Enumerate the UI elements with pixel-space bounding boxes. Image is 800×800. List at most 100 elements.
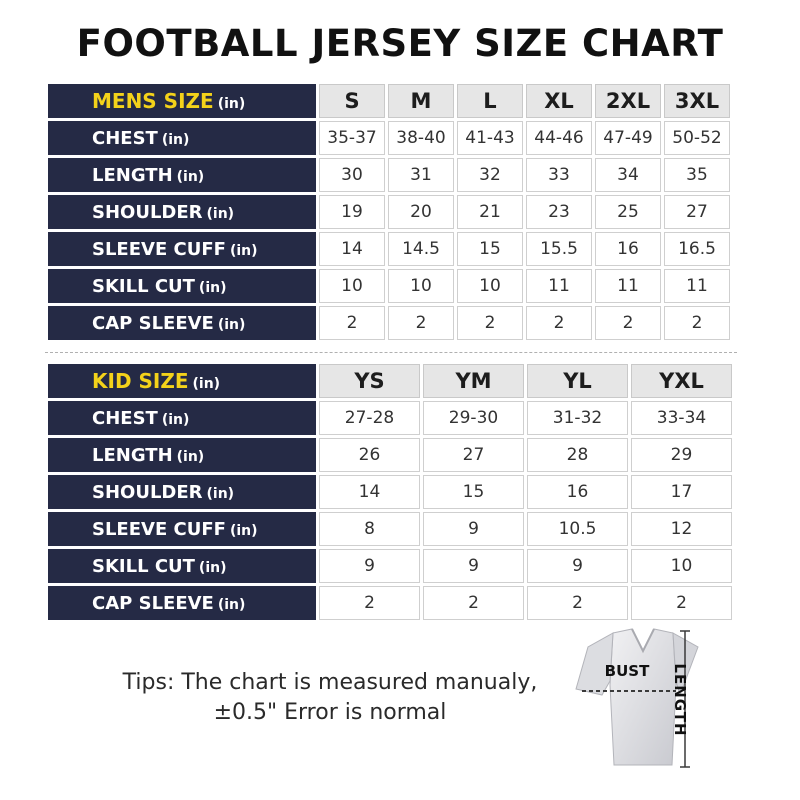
value-cell: 10 (457, 269, 523, 303)
value-cell: 31-32 (527, 401, 628, 435)
value-cell: 29-30 (423, 401, 524, 435)
table-row: CHEST (in) 27-28 29-30 31-32 33-34 (48, 401, 732, 435)
bust-label: BUST (604, 662, 650, 680)
value-cell: 15 (457, 232, 523, 266)
value-cell: 10.5 (527, 512, 628, 546)
row-label-cell: CAP SLEEVE (in) (48, 306, 316, 340)
length-label: LENGTH (671, 663, 689, 737)
row-unit: (in) (206, 485, 235, 502)
table-row: SKILL CUT (in) 10 10 10 11 11 11 (48, 269, 730, 303)
chart-title: FOOTBALL JERSEY SIZE CHART (76, 22, 724, 65)
table-row: CHEST (in) 35-37 38-40 41-43 44-46 47-49 50-52 (48, 121, 730, 155)
value-cell: 16 (527, 475, 628, 509)
row-unit: (in) (161, 131, 190, 148)
table-heading: MENS SIZE (in) (48, 84, 316, 118)
table-header-row: MENS SIZE (in) S M L XL 2XL 3XL (48, 84, 730, 118)
table-heading-unit: (in) (192, 376, 221, 392)
table-row: LENGTH (in) 26 27 28 29 (48, 438, 732, 472)
section-divider (45, 352, 737, 353)
value-cell: 50-52 (664, 121, 730, 155)
value-cell: 21 (457, 195, 523, 229)
row-unit: (in) (176, 168, 205, 185)
table-row: SHOULDER (in) 19 20 21 23 25 27 (48, 195, 730, 229)
value-cell: 25 (595, 195, 661, 229)
row-label: SKILL CUT (92, 555, 195, 577)
value-cell: 11 (664, 269, 730, 303)
value-cell: 26 (319, 438, 420, 472)
size-header: YM (423, 364, 524, 398)
value-cell: 2 (631, 586, 732, 620)
row-label: SHOULDER (92, 201, 203, 223)
row-label-cell: SLEEVE CUFF (in) (48, 232, 316, 266)
tips-line-2: ±0.5" Error is normal (213, 700, 447, 725)
value-cell: 8 (319, 512, 420, 546)
row-label-cell: SKILL CUT (in) (48, 269, 316, 303)
value-cell: 9 (319, 549, 420, 583)
value-cell: 17 (631, 475, 732, 509)
row-label: SLEEVE CUFF (92, 518, 226, 540)
row-unit: (in) (217, 316, 246, 333)
value-cell: 15 (423, 475, 524, 509)
value-cell: 2 (664, 306, 730, 340)
table-heading-text: KID SIZE (92, 369, 189, 393)
row-label-cell: SKILL CUT (in) (48, 549, 316, 583)
jersey-diagram-icon (575, 628, 699, 768)
row-label: SLEEVE CUFF (92, 238, 226, 260)
mens-size-table: MENS SIZE (in) S M L XL 2XL 3XL CHEST (in) 35-37 38… (45, 81, 733, 343)
value-cell: 14.5 (388, 232, 454, 266)
value-cell: 2 (595, 306, 661, 340)
value-cell: 9 (527, 549, 628, 583)
value-cell: 10 (631, 549, 732, 583)
value-cell: 19 (319, 195, 385, 229)
value-cell: 38-40 (388, 121, 454, 155)
value-cell: 2 (423, 586, 524, 620)
tips-note: Tips: The chart is measured manualy, ±0.… (95, 668, 565, 728)
value-cell: 2 (388, 306, 454, 340)
table-row: SHOULDER (in) 14 15 16 17 (48, 475, 732, 509)
row-label-cell: CHEST (in) (48, 121, 316, 155)
row-label: SHOULDER (92, 481, 203, 503)
value-cell: 11 (595, 269, 661, 303)
value-cell: 29 (631, 438, 732, 472)
value-cell: 2 (526, 306, 592, 340)
row-unit: (in) (198, 559, 227, 576)
value-cell: 16.5 (664, 232, 730, 266)
tips-line-1: Tips: The chart is measured manualy, (122, 670, 538, 695)
size-header: 3XL (664, 84, 730, 118)
value-cell: 30 (319, 158, 385, 192)
size-header: L (457, 84, 523, 118)
row-label-cell: SHOULDER (in) (48, 475, 316, 509)
row-unit: (in) (176, 448, 205, 465)
value-cell: 10 (319, 269, 385, 303)
row-unit: (in) (198, 279, 227, 296)
size-header: XL (526, 84, 592, 118)
table-heading-unit: (in) (217, 96, 246, 112)
value-cell: 47-49 (595, 121, 661, 155)
table-heading: KID SIZE (in) (48, 364, 316, 398)
value-cell: 2 (319, 306, 385, 340)
size-header: YL (527, 364, 628, 398)
size-header: 2XL (595, 84, 661, 118)
row-label: LENGTH (92, 444, 173, 466)
kids-size-table: KID SIZE (in) YS YM YL YXL CHEST (in) 27-28 29-30… (45, 361, 735, 623)
row-label-cell: LENGTH (in) (48, 158, 316, 192)
value-cell: 32 (457, 158, 523, 192)
row-label: CHEST (92, 407, 158, 429)
value-cell: 2 (527, 586, 628, 620)
value-cell: 11 (526, 269, 592, 303)
size-header: YXL (631, 364, 732, 398)
value-cell: 33 (526, 158, 592, 192)
value-cell: 9 (423, 512, 524, 546)
value-cell: 2 (319, 586, 420, 620)
value-cell: 33-34 (631, 401, 732, 435)
value-cell: 14 (319, 475, 420, 509)
table-row: LENGTH (in) 30 31 32 33 34 35 (48, 158, 730, 192)
row-label-cell: SHOULDER (in) (48, 195, 316, 229)
value-cell: 12 (631, 512, 732, 546)
value-cell: 14 (319, 232, 385, 266)
row-unit: (in) (229, 522, 258, 539)
table-heading-text: MENS SIZE (92, 89, 214, 113)
size-header: M (388, 84, 454, 118)
value-cell: 15.5 (526, 232, 592, 266)
table-row: SKILL CUT (in) 9 9 9 10 (48, 549, 732, 583)
